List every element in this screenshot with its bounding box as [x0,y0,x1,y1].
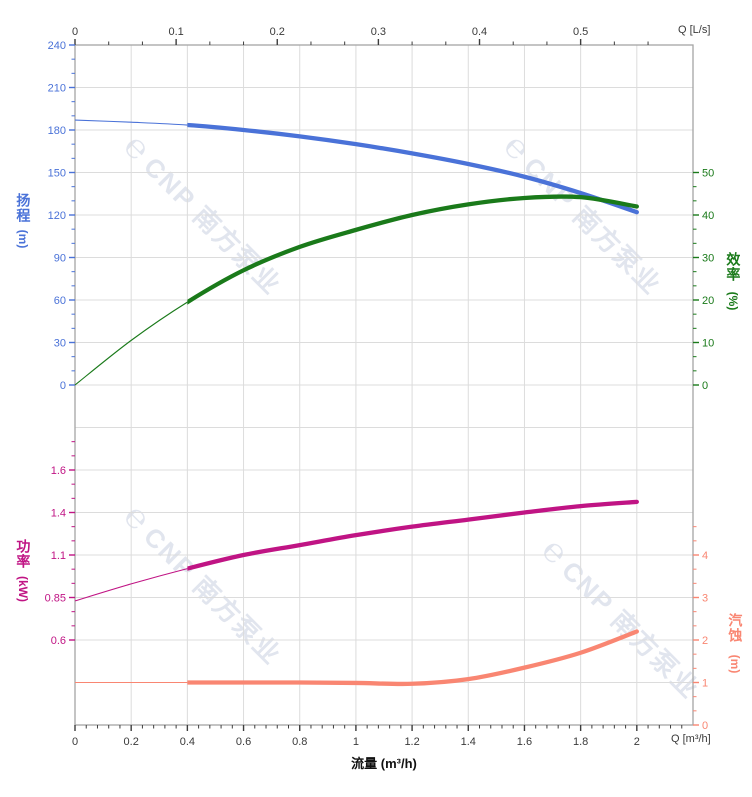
svg-text:℮CNP 南方泵业: ℮CNP 南方泵业 [496,127,671,302]
power-tick-label: 1.6 [51,465,66,477]
npsh-tick-label: 2 [702,635,708,647]
svg-text:0.5: 0.5 [573,26,588,38]
head-tick-label: 60 [54,295,66,307]
npsh-axis: 4 3 2 1 0 [693,526,708,732]
efficiency-tick-label: 50 [702,168,714,180]
npsh-tick-label: 1 [702,678,708,690]
head-tick-label: 210 [48,83,66,95]
svg-text:0.8: 0.8 [292,736,307,748]
power-curve [74,499,639,602]
npsh-tick-label: 4 [702,550,708,562]
head-tick-label: 90 [54,253,66,265]
svg-text:2: 2 [634,736,640,748]
npsh-tick-label: 3 [702,593,708,605]
svg-text:0.4: 0.4 [472,26,487,38]
power-tick-label: 1.1 [51,550,66,562]
top-axis: 0 0.1 0.2 0.3 0.4 0.5 [72,26,649,45]
cnp-watermark: ℮CNP 南方泵业 [534,531,709,706]
svg-text:℮CNP 南方泵业: ℮CNP 南方泵业 [116,127,291,302]
svg-text:0: 0 [72,736,78,748]
bottom-axis: 0 0.2 0.4 0.6 0.8 1 1.2 1.4 1.6 1.8 2 [72,725,683,748]
bottom-axis-title: Q [m³/h] [671,733,711,745]
svg-text:0.2: 0.2 [124,736,139,748]
cnp-watermark: ℮CNP 南方泵业 [496,127,671,302]
head-tick-label: 180 [48,125,66,137]
efficiency-axis-name: 效率 [725,252,742,282]
svg-text:0: 0 [72,26,78,38]
npsh-axis-unit: (m) [728,654,742,674]
svg-text:1.8: 1.8 [573,736,588,748]
head-axis: 240 210 180 150 120 90 60 30 0 [48,40,75,392]
efficiency-curve [74,194,639,386]
head-axis-name: 扬程 [15,193,32,223]
head-tick-label: 120 [48,210,66,222]
svg-text:0.4: 0.4 [180,736,195,748]
flow-axis-title: 流量 (m³/h) [351,756,417,771]
head-axis-unit: (m) [16,229,30,249]
power-tick-label: 1.4 [51,508,66,520]
svg-text:0.3: 0.3 [371,26,386,38]
efficiency-tick-label: 40 [702,210,714,222]
efficiency-tick-label: 20 [702,295,714,307]
cnp-watermark: ℮CNP 南方泵业 [116,497,291,672]
power-axis-unit: (kW) [16,576,30,602]
head-tick-label: 0 [60,380,66,392]
head-tick-label: 150 [48,168,66,180]
power-axis: 1.6 1.4 1.1 0.85 0.6 [45,441,75,647]
npsh-tick-label: 0 [702,720,708,732]
top-axis-title: Q [L/s] [678,24,711,36]
curve-layer [74,119,639,687]
efficiency-axis-unit: (%) [726,291,740,311]
npsh-curve [75,629,639,687]
npsh-axis-name: 汽蚀 [727,613,744,643]
efficiency-tick-label: 0 [702,380,708,392]
power-axis-name: 功率 [15,539,32,569]
svg-text:1.4: 1.4 [461,736,476,748]
svg-text:0.6: 0.6 [236,736,251,748]
svg-text:1: 1 [353,736,359,748]
efficiency-tick-label: 10 [702,338,714,350]
head-tick-label: 30 [54,338,66,350]
head-curve [74,119,639,215]
head-tick-label: 240 [48,40,66,52]
efficiency-axis: 50 40 30 20 10 0 [693,168,714,392]
svg-text:1.6: 1.6 [517,736,532,748]
efficiency-tick-label: 30 [702,253,714,265]
svg-text:0.2: 0.2 [270,26,285,38]
cnp-watermark: ℮CNP 南方泵业 [116,127,291,302]
svg-text:0.1: 0.1 [168,26,183,38]
svg-text:℮CNP 南方泵业: ℮CNP 南方泵业 [534,531,709,706]
power-tick-label: 0.85 [45,593,66,605]
power-tick-label: 0.6 [51,635,66,647]
svg-text:1.2: 1.2 [404,736,419,748]
svg-text:℮CNP 南方泵业: ℮CNP 南方泵业 [116,497,291,672]
